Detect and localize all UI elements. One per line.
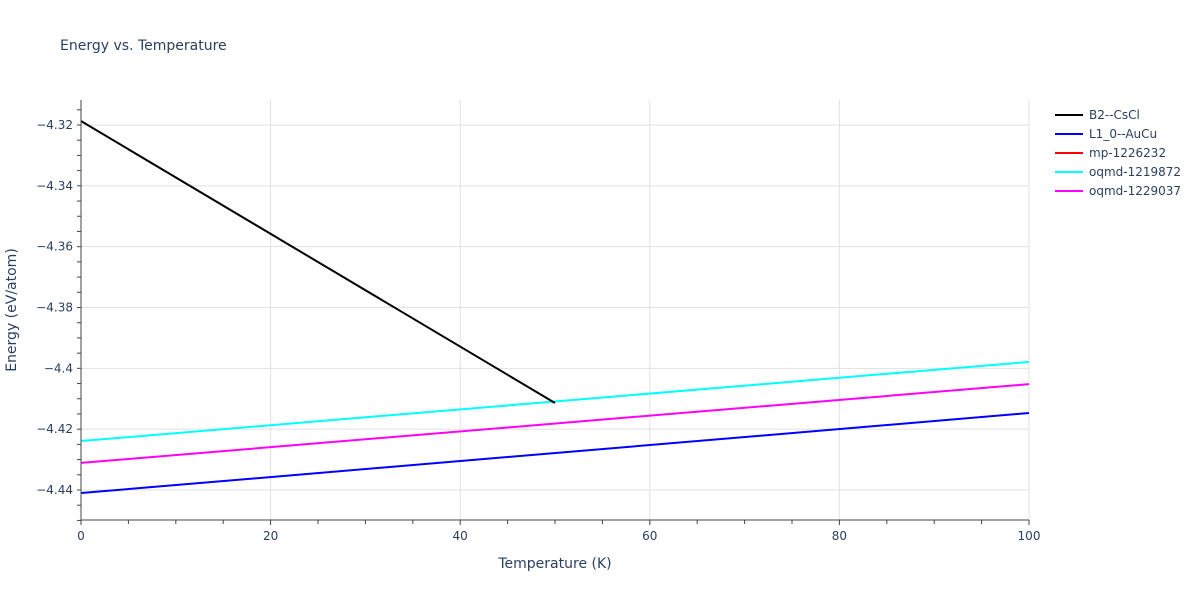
plot-series[interactable]: [80, 120, 1030, 495]
series-line-b2-cscl[interactable]: [80, 120, 556, 404]
legend-label: mp-1226232: [1089, 146, 1166, 160]
axes: 0 20 40 60 80 100 −4.32 −4.34 −4.36 −4.38 −4.4 −4.4…: [36, 100, 1040, 543]
y-tick-label: −4.44: [36, 483, 73, 497]
series-line-oqmd-1229037[interactable]: [80, 383, 1030, 464]
x-axis-title: Temperature (K): [497, 556, 611, 572]
y-tick-label: −4.42: [36, 422, 73, 436]
y-tick-label: −4.32: [36, 118, 73, 132]
chart-title: Energy vs. Temperature: [60, 38, 227, 54]
x-tick-label: 0: [77, 529, 85, 543]
series-line-l1-0-aucu[interactable]: [80, 412, 1030, 495]
y-tick-label: −4.4: [44, 361, 73, 375]
legend-label: L1_0--AuCu: [1089, 127, 1157, 141]
y-axis-title: Energy (eV/atom): [4, 248, 20, 372]
y-tick-label: −4.36: [36, 240, 73, 254]
legend-item[interactable]: oqmd-1229037: [1055, 184, 1181, 198]
legend-label: oqmd-1219872: [1089, 165, 1181, 179]
grid-lines: [81, 100, 1030, 520]
x-tick-label: 60: [642, 529, 657, 543]
legend-item[interactable]: mp-1226232: [1055, 146, 1166, 160]
legend-label: B2--CsCl: [1089, 108, 1140, 122]
x-tick-label: 100: [1018, 529, 1041, 543]
y-tick-label: −4.38: [36, 301, 73, 315]
x-tick-label: 20: [263, 529, 278, 543]
legend-item[interactable]: oqmd-1219872: [1055, 165, 1181, 179]
legend[interactable]: B2--CsCl L1_0--AuCu mp-1226232 oqmd-1219872…: [1055, 108, 1181, 198]
legend-item[interactable]: B2--CsCl: [1055, 108, 1140, 122]
legend-label: oqmd-1229037: [1089, 184, 1181, 198]
x-tick-label: 80: [832, 529, 847, 543]
y-tick-label: −4.34: [36, 179, 73, 193]
series-line-oqmd-1219872[interactable]: [80, 360, 1030, 443]
legend-item[interactable]: L1_0--AuCu: [1055, 127, 1157, 141]
x-tick-label: 40: [453, 529, 468, 543]
